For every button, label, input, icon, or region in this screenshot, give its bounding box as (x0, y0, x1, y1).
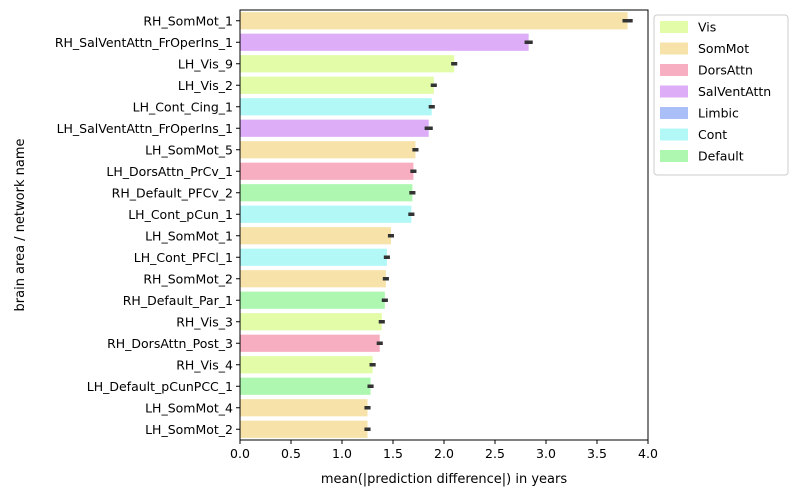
x-tick-label: 3.5 (587, 446, 607, 461)
x-axis-label: mean(|prediction difference|) in years (321, 472, 568, 487)
y-tick-label: RH_SomMot_2 (143, 271, 233, 286)
y-tick-label: RH_SalVentAttn_FrOperIns_1 (55, 35, 233, 50)
bar (240, 270, 386, 288)
x-tick-label: 1.0 (332, 446, 352, 461)
y-axis-label: brain area / network name (13, 139, 28, 312)
plot-frame (239, 9, 649, 441)
y-tick-label: RH_SomMot_1 (143, 13, 233, 28)
y-tick-label: RH_Default_Par_1 (123, 293, 233, 308)
y-tick-label: RH_Vis_3 (176, 314, 233, 329)
legend-entry-label: SalVentAttn (698, 84, 771, 99)
legend-swatch (660, 21, 688, 33)
bar (240, 399, 368, 417)
x-tick-label: 0.0 (230, 446, 250, 461)
x-tick-label: 0.5 (281, 446, 301, 461)
bar (240, 141, 416, 159)
bar (240, 119, 429, 137)
y-tick-label: LH_Cont_PFCl_1 (134, 250, 233, 265)
y-tick-label: LH_Vis_2 (178, 78, 233, 93)
bar (240, 313, 382, 331)
error-bars-layer (364, 19, 633, 431)
y-tick-label: LH_Cont_Cing_1 (133, 99, 233, 114)
y-tick-labels: RH_SomMot_1 RH_SalVentAttn_FrOperIns_1 LH_… (55, 13, 240, 437)
y-tick-label: LH_Vis_9 (178, 56, 233, 71)
x-tick-label: 2.0 (434, 446, 454, 461)
y-tick-label: RH_Default_PFCv_2 (112, 185, 233, 200)
y-tick-label: LH_SomMot_4 (145, 400, 233, 415)
bar (240, 248, 387, 266)
x-tick-label: 1.5 (383, 446, 403, 461)
legend-swatch (660, 107, 688, 119)
y-tick-label: LH_SomMot_1 (145, 228, 233, 243)
y-tick-label: LH_SomMot_5 (145, 142, 233, 157)
legend-swatch (660, 128, 688, 141)
y-tick-label: LH_SalVentAttn_FrOperIns_1 (57, 121, 233, 136)
legend-entry-label: Cont (698, 127, 727, 142)
bar (240, 98, 432, 116)
legend-swatch (660, 150, 688, 162)
legend-swatch (660, 85, 688, 98)
x-tick-label: 2.5 (485, 446, 505, 461)
legend-entry-label: SomMot (698, 41, 749, 56)
bar (240, 291, 385, 309)
legend-entry-label: Default (698, 149, 744, 164)
legend-entry-label: Vis (698, 20, 716, 35)
bar (240, 205, 412, 223)
x-tick-label: 4.0 (638, 446, 658, 461)
bar (240, 33, 529, 51)
bar (240, 356, 373, 374)
bar (240, 162, 414, 180)
y-tick-label: RH_Vis_4 (176, 357, 233, 372)
legend-entry-label: DorsAttn (698, 63, 753, 78)
y-tick-label: RH_DorsAttn_Post_3 (107, 336, 233, 351)
bars-layer (240, 12, 628, 438)
x-tick-labels: 0.0 0.5 1.0 1.5 2.0 2.5 3.0 3.5 4.0 (230, 440, 658, 461)
legend-swatch (660, 64, 688, 76)
bar (240, 420, 368, 438)
legend-swatch (660, 42, 688, 55)
bar (240, 334, 380, 352)
y-tick-label: LH_Default_pCunPCC_1 (87, 379, 233, 394)
x-tick-label: 3.0 (536, 446, 556, 461)
y-tick-label: LH_Cont_pCun_1 (128, 207, 233, 222)
bar (240, 377, 371, 395)
bar (240, 184, 413, 202)
legend: Vis SomMot DorsAttn SalVentAttn Limbic Cont De… (653, 14, 789, 176)
bar (240, 227, 391, 245)
y-tick-label: LH_DorsAttn_PrCv_1 (106, 164, 233, 179)
y-tick-label: LH_SomMot_2 (145, 422, 233, 437)
legend-entry-label: Limbic (698, 106, 739, 121)
bar (240, 76, 434, 94)
bar (240, 12, 628, 30)
bar (240, 55, 455, 73)
